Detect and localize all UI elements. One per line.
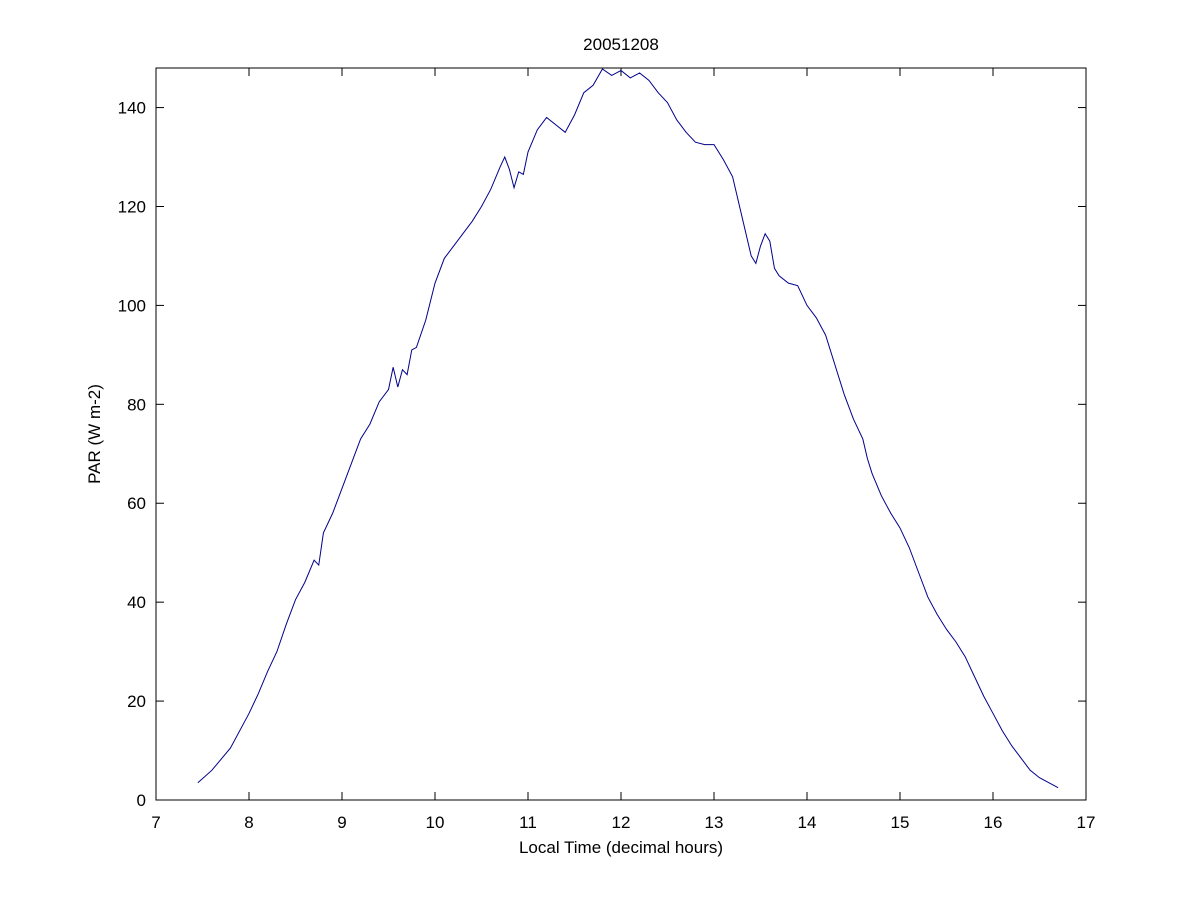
x-tick-label: 17 xyxy=(1077,813,1096,832)
x-tick-label: 15 xyxy=(891,813,910,832)
y-tick-label: 20 xyxy=(127,692,146,711)
x-axis-label: Local Time (decimal hours) xyxy=(519,838,723,857)
y-tick-label: 80 xyxy=(127,395,146,414)
x-tick-label: 14 xyxy=(798,813,817,832)
x-tick-label: 12 xyxy=(612,813,631,832)
y-tick-label: 100 xyxy=(118,296,146,315)
x-tick-label: 16 xyxy=(984,813,1003,832)
y-tick-label: 60 xyxy=(127,494,146,513)
plot-area xyxy=(155,67,1087,801)
x-tick-label: 9 xyxy=(337,813,346,832)
y-tick-label: 140 xyxy=(118,99,146,118)
x-tick-label: 13 xyxy=(705,813,724,832)
x-tick-label: 8 xyxy=(244,813,253,832)
x-tick-label: 10 xyxy=(426,813,445,832)
x-tick-label: 7 xyxy=(151,813,160,832)
y-tick-label: 0 xyxy=(137,791,146,810)
y-tick-label: 40 xyxy=(127,593,146,612)
x-tick-label: 11 xyxy=(519,813,537,832)
y-tick-label: 120 xyxy=(118,197,146,216)
data-line xyxy=(197,68,1059,789)
y-axis-label: PAR (W m-2) xyxy=(85,384,104,484)
chart-title: 20051208 xyxy=(583,35,659,54)
